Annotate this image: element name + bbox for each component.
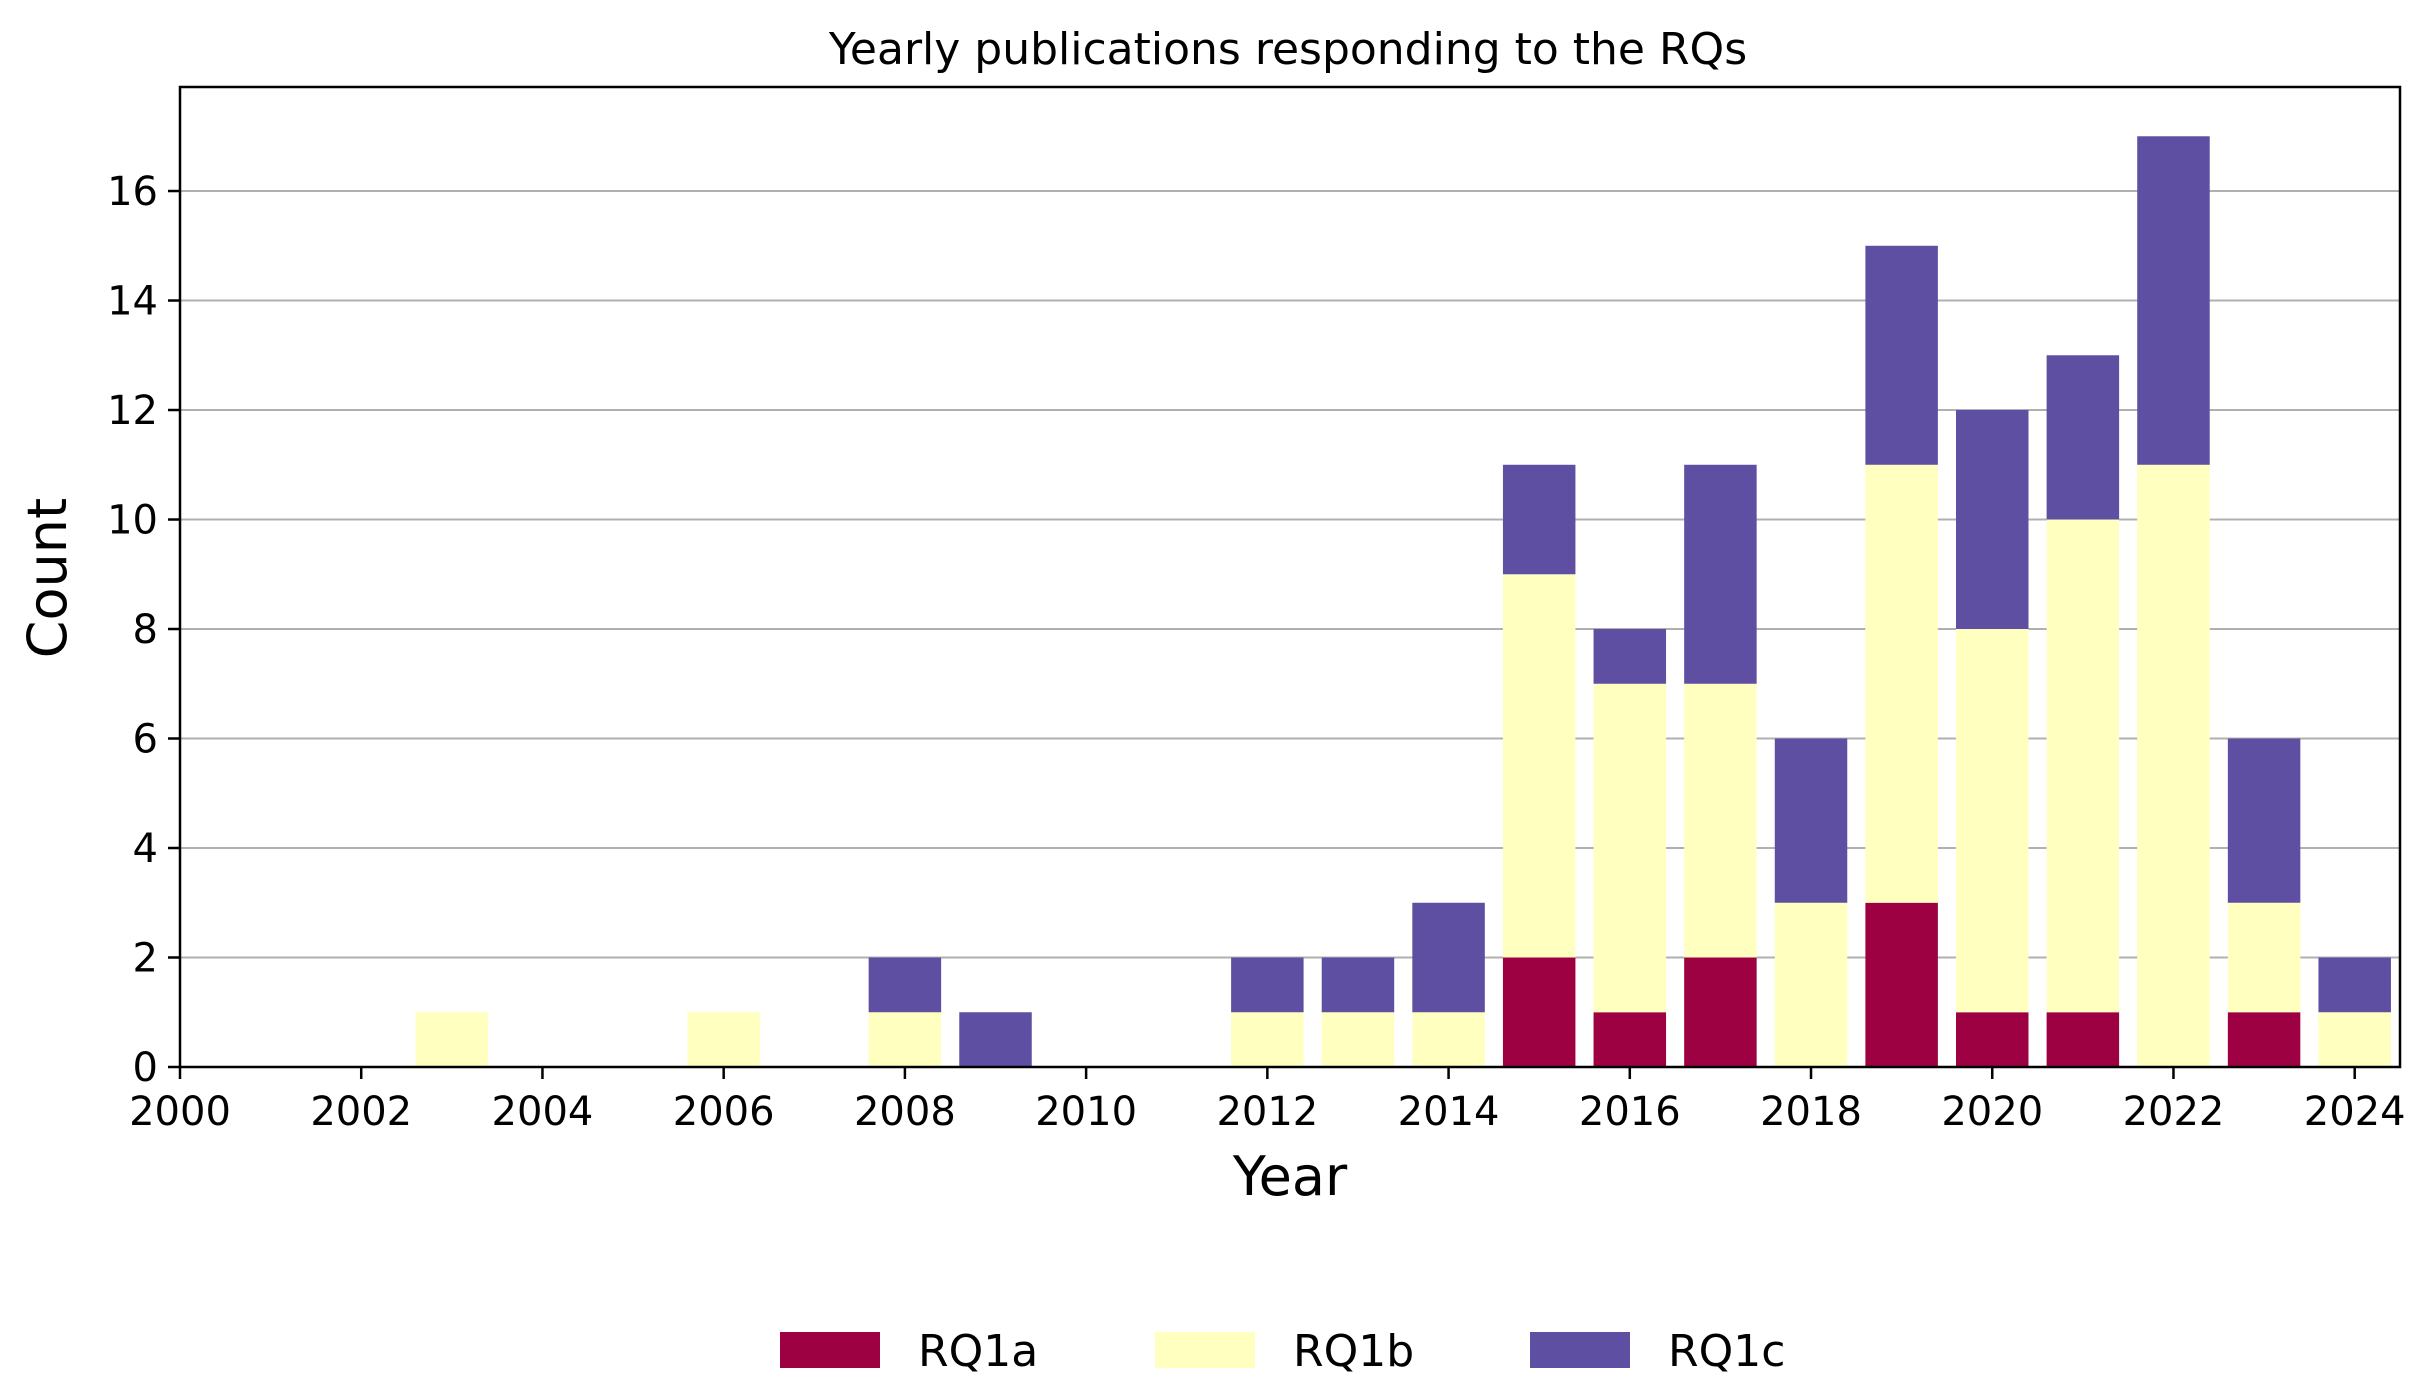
bar-RQ1b-2019 — [1865, 464, 1938, 903]
y-tick-label-6: 6 — [133, 717, 158, 763]
chart-title: Yearly publications responding to the RQ… — [828, 24, 1747, 75]
bar-RQ1a-2020 — [1956, 1012, 2029, 1067]
bar-RQ1c-2021 — [2046, 355, 2120, 520]
bar-RQ1a-2019 — [1865, 902, 1938, 1067]
x-tick-label-2008: 2008 — [854, 1089, 956, 1135]
legend-label-RQ1c: RQ1c — [1668, 1326, 1785, 1377]
bar-RQ1c-2016 — [1593, 629, 1667, 684]
bar-RQ1c-2012 — [1231, 957, 1304, 1013]
y-gridlines — [180, 190, 2400, 959]
x-tick-label-2018: 2018 — [1760, 1089, 1862, 1135]
bar-RQ1b-2013 — [1321, 1012, 1395, 1067]
bar-RQ1b-2008 — [868, 1012, 942, 1067]
bar-RQ1c-2009 — [959, 1012, 1032, 1067]
bar-RQ1b-2015 — [1502, 574, 1576, 958]
bar-RQ1c-2020 — [1956, 410, 2029, 630]
x-tick-label-2010: 2010 — [1035, 1089, 1137, 1135]
bar-RQ1b-2006 — [687, 1012, 760, 1067]
bar-RQ1a-2017 — [1684, 957, 1757, 1067]
bar-RQ1c-2014 — [1412, 902, 1485, 1013]
x-tick-label-2024: 2024 — [2304, 1089, 2406, 1135]
legend-swatch-RQ1a — [780, 1332, 880, 1368]
x-tick-label-2016: 2016 — [1579, 1089, 1681, 1135]
y-tick-label-8: 8 — [133, 607, 158, 653]
x-axis-ticks: 2000 2002 2004 2006 2008 2010 2012 2014 2016 2018… — [129, 1067, 2406, 1135]
bar-RQ1b-2014 — [1412, 1012, 1485, 1067]
y-tick-label-2: 2 — [133, 936, 158, 982]
bar-RQ1c-2018 — [1774, 738, 1848, 903]
x-tick-label-2004: 2004 — [492, 1089, 594, 1135]
bar-RQ1c-2017 — [1684, 464, 1757, 684]
bar-RQ1b-2023 — [2227, 902, 2301, 1013]
plot-frame — [178, 85, 2402, 1069]
bar-RQ1c-2024 — [2318, 957, 2391, 1013]
y-tick-label-12: 12 — [107, 388, 158, 434]
legend-swatch-RQ1b — [1155, 1332, 1255, 1368]
bar-RQ1c-2023 — [2227, 738, 2301, 903]
y-tick-label-4: 4 — [133, 826, 158, 872]
y-tick-label-16: 16 — [107, 169, 158, 215]
bar-RQ1b-2016 — [1593, 683, 1667, 1013]
y-axis-ticks: 0 2 4 6 8 10 12 14 16 — [107, 169, 180, 1091]
bar-RQ1b-2022 — [2137, 464, 2210, 1067]
bar-RQ1c-2008 — [868, 957, 942, 1013]
bar-RQ1c-2015 — [1502, 464, 1576, 575]
x-tick-label-2020: 2020 — [1941, 1089, 2043, 1135]
bar-RQ1c-2013 — [1321, 957, 1395, 1013]
bar-RQ1b-2018 — [1774, 902, 1848, 1067]
x-tick-label-2014: 2014 — [1398, 1089, 1500, 1135]
y-tick-label-14: 14 — [107, 279, 158, 325]
bars — [415, 136, 2391, 1067]
x-axis-label: Year — [1232, 1145, 1348, 1208]
y-axis-label: Count — [16, 498, 79, 658]
bar-RQ1a-2016 — [1593, 1012, 1667, 1067]
bar-RQ1c-2019 — [1865, 245, 1938, 465]
legend-label-RQ1b: RQ1b — [1293, 1326, 1414, 1377]
bar-RQ1b-2003 — [415, 1012, 489, 1067]
bar-RQ1b-2012 — [1231, 1012, 1304, 1067]
bar-RQ1a-2023 — [2227, 1012, 2301, 1067]
x-tick-label-2022: 2022 — [2123, 1089, 2225, 1135]
bar-RQ1b-2021 — [2046, 519, 2120, 1013]
bar-RQ1b-2024 — [2318, 1012, 2391, 1067]
bar-RQ1b-2017 — [1684, 683, 1757, 958]
y-tick-label-10: 10 — [107, 498, 158, 544]
bar-RQ1a-2015 — [1502, 957, 1576, 1067]
y-tick-label-0: 0 — [133, 1045, 158, 1091]
x-tick-label-2002: 2002 — [310, 1089, 412, 1135]
x-tick-label-2012: 2012 — [1216, 1089, 1318, 1135]
bar-RQ1a-2021 — [2046, 1012, 2120, 1067]
x-tick-label-2006: 2006 — [673, 1089, 775, 1135]
legend-label-RQ1a: RQ1a — [918, 1326, 1038, 1377]
legend: RQ1a RQ1b RQ1c — [780, 1326, 1785, 1377]
bar-RQ1c-2022 — [2137, 136, 2210, 465]
legend-swatch-RQ1c — [1530, 1332, 1630, 1368]
x-tick-label-2000: 2000 — [129, 1089, 231, 1135]
bar-RQ1b-2020 — [1956, 629, 2029, 1013]
